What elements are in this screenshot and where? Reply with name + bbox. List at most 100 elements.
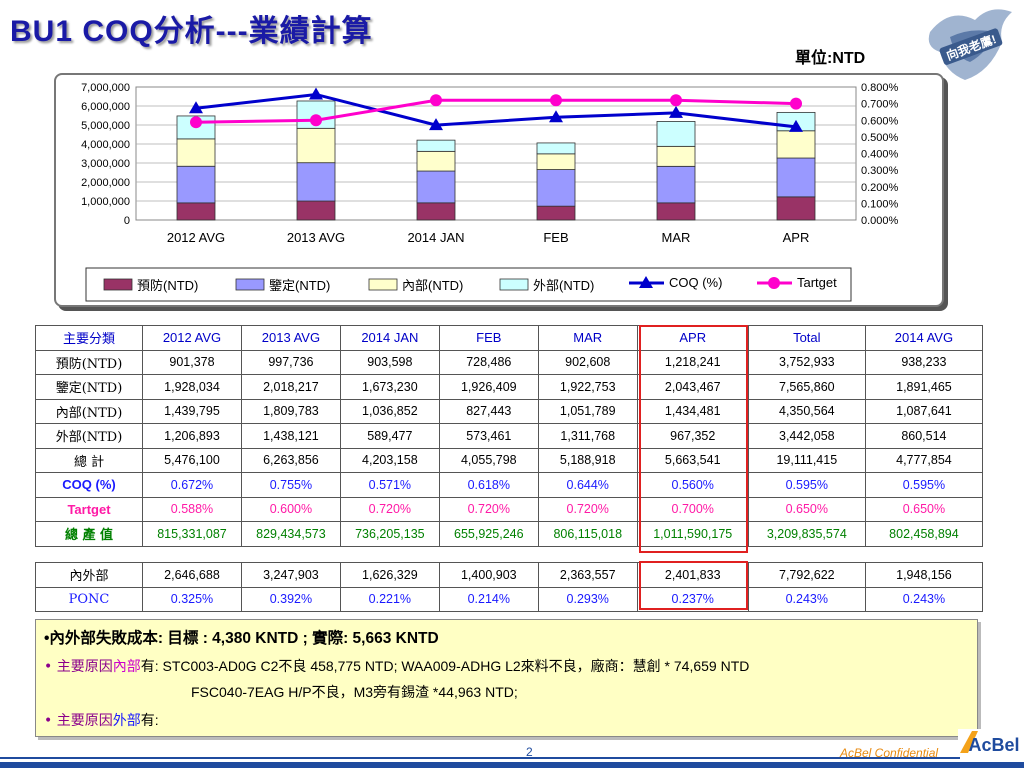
table-cell: 0.595% [747,472,866,498]
ponc-table: 內外部 2,646,688 3,247,903 1,626,329 1,400,903 2… [34,562,984,612]
table-cell: 1,948,156 [864,562,984,588]
series-line [195,92,797,129]
table-cell: 1,891,465 [864,374,984,400]
table-cell: 2,363,557 [537,562,638,588]
table-cell: 4,055,798 [438,447,539,473]
table-cell: 938,233 [864,349,984,375]
bar-segment [176,202,216,221]
y-right-tick-label: 0.100% [861,198,899,210]
table-cell: 997,736 [240,349,341,375]
note-line-4: • 主要原因外部有: [44,712,159,729]
confidential-label: AcBel Confidential [840,746,939,760]
table-cell: 1,218,241 [636,349,749,375]
notes-box: •內外部失敗成本: 目標 : 4,380 KNTD ; 實際: 5,663 KN… [35,619,978,737]
table-cell: 0.221% [339,586,440,612]
bar-segment [656,121,696,147]
row-label: Tartget [34,496,144,522]
table-cell: 736,205,135 [339,521,440,547]
eagle-logo: 向我老鷹! [928,9,1012,80]
table-row: 預防(NTD) 901,378 997,736 903,598 728,486 902,6… [34,349,984,375]
unit-label: 單位:NTD [795,50,866,67]
col-header: Total [747,325,866,351]
col-header: MAR [537,325,638,351]
table-row: PONC 0.325% 0.392% 0.221% 0.214% 0.293% 0.237%… [34,586,984,612]
table-cell: 2,401,833 [636,562,749,588]
table-cell: 0.644% [537,472,638,498]
row-label: 內外部 [34,562,144,588]
bar-segment [176,165,216,204]
bar-segment [416,150,456,172]
col-header: 2014 JAN [339,325,440,351]
table-cell: 1,809,783 [240,398,341,424]
row-label: 總 產 值 [34,521,144,547]
table-cell: 829,434,573 [240,521,341,547]
table-cell: 802,458,894 [864,521,984,547]
y-right-tick-label: 0.400% [861,149,899,161]
legend-swatch [103,278,133,291]
coq-table: 主要分類 2012 AVG 2013 AVG 2014 JAN FEB MAR APR Tot… [34,325,984,547]
col-header: 2014 AVG [864,325,984,351]
table-cell: 589,477 [339,423,440,449]
note-line-3: FSC040-7EAG H/P不良，M3旁有錫渣 *44,963 NTD; [191,684,518,700]
table-cell: 6,263,856 [240,447,341,473]
bar-segment [416,139,456,152]
legend-label: 內部(NTD) [402,278,463,293]
table-cell: 0.755% [240,472,341,498]
bar-segment [656,165,696,204]
acbel-logo-text: AcBel [968,735,1019,755]
table-cell: 4,203,158 [339,447,440,473]
bar-segment [536,205,576,221]
table-cell: 2,018,217 [240,374,341,400]
y-right-tick-label: 0.600% [861,115,899,127]
legend-box [85,267,852,302]
table-cell: 4,350,564 [747,398,866,424]
table-cell: 1,400,903 [438,562,539,588]
table-cell: 1,626,329 [339,562,440,588]
bar-segment [416,170,456,204]
table-cell: 0.720% [339,496,440,522]
table-cell: 0.595% [864,472,984,498]
table-cell: 1,673,230 [339,374,440,400]
page-number: 2 [526,745,533,759]
table-cell: 0.618% [438,472,539,498]
y-left-tick-label: 7,000,000 [81,82,130,94]
table-cell: 901,378 [142,349,242,375]
x-tick-label: 2012 AVG [167,230,225,245]
coq-chart: 7,000,000 6,000,000 5,000,000 4,000,000 3,00… [81,82,899,302]
table-row: COQ (%) 0.672% 0.755% 0.571% 0.618% 0.644% 0.5… [34,472,984,498]
line-marker [190,116,202,129]
y-right-tick-label: 0.500% [861,132,899,144]
table-cell: 2,043,467 [636,374,749,400]
bar-segment [296,127,336,164]
table-cell: 860,514 [864,423,984,449]
bar-segment [416,202,456,221]
table-cell: 1,438,121 [240,423,341,449]
table-cell: 3,209,835,574 [747,521,866,547]
table-cell: 7,565,860 [747,374,866,400]
table-cell: 19,111,415 [747,447,866,473]
note-line-2: • 主要原因內部有: STC003-AD0G C2不良 458,775 NTD;… [44,658,750,675]
acbel-logo: AcBel [958,729,1020,755]
line-marker [549,110,563,123]
table-cell: 655,925,246 [438,521,539,547]
table-cell: 3,442,058 [747,423,866,449]
table-cell: 1,051,789 [537,398,638,424]
y-right-tick-label: 0.200% [861,182,899,194]
table-cell: 0.588% [142,496,242,522]
table-cell: 0.560% [636,472,749,498]
table-row: 總 計 5,476,100 6,263,856 4,203,158 4,055,798 5… [34,447,984,473]
line-marker [790,97,802,110]
row-label: PONC [34,586,144,612]
table-cell: 0.243% [864,586,984,612]
table-row: 外部(NTD) 1,206,893 1,438,121 589,477 573,461 1… [34,423,984,449]
table-cell: 0.672% [142,472,242,498]
legend-label: COQ (%) [669,275,722,290]
table-cell: 815,331,087 [142,521,242,547]
bar-segment [536,153,576,170]
table-cell: 5,188,918 [537,447,638,473]
table-cell: 2,646,688 [142,562,242,588]
col-header: 2012 AVG [142,325,242,351]
y-left-tick-label: 4,000,000 [81,139,130,151]
table-cell: 0.600% [240,496,341,522]
bar-segment [536,169,576,207]
